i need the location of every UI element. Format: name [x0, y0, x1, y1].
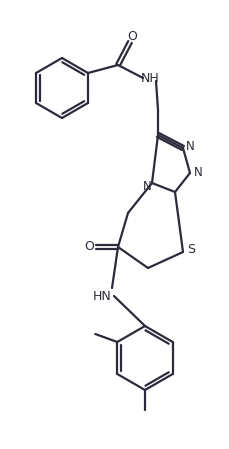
Text: S: S [186, 243, 194, 256]
Text: N: N [193, 167, 202, 180]
Text: HN: HN [92, 290, 111, 303]
Text: NH: NH [140, 71, 159, 84]
Text: N: N [185, 140, 194, 153]
Text: O: O [84, 241, 93, 254]
Text: O: O [126, 31, 136, 44]
Text: N: N [142, 180, 151, 193]
